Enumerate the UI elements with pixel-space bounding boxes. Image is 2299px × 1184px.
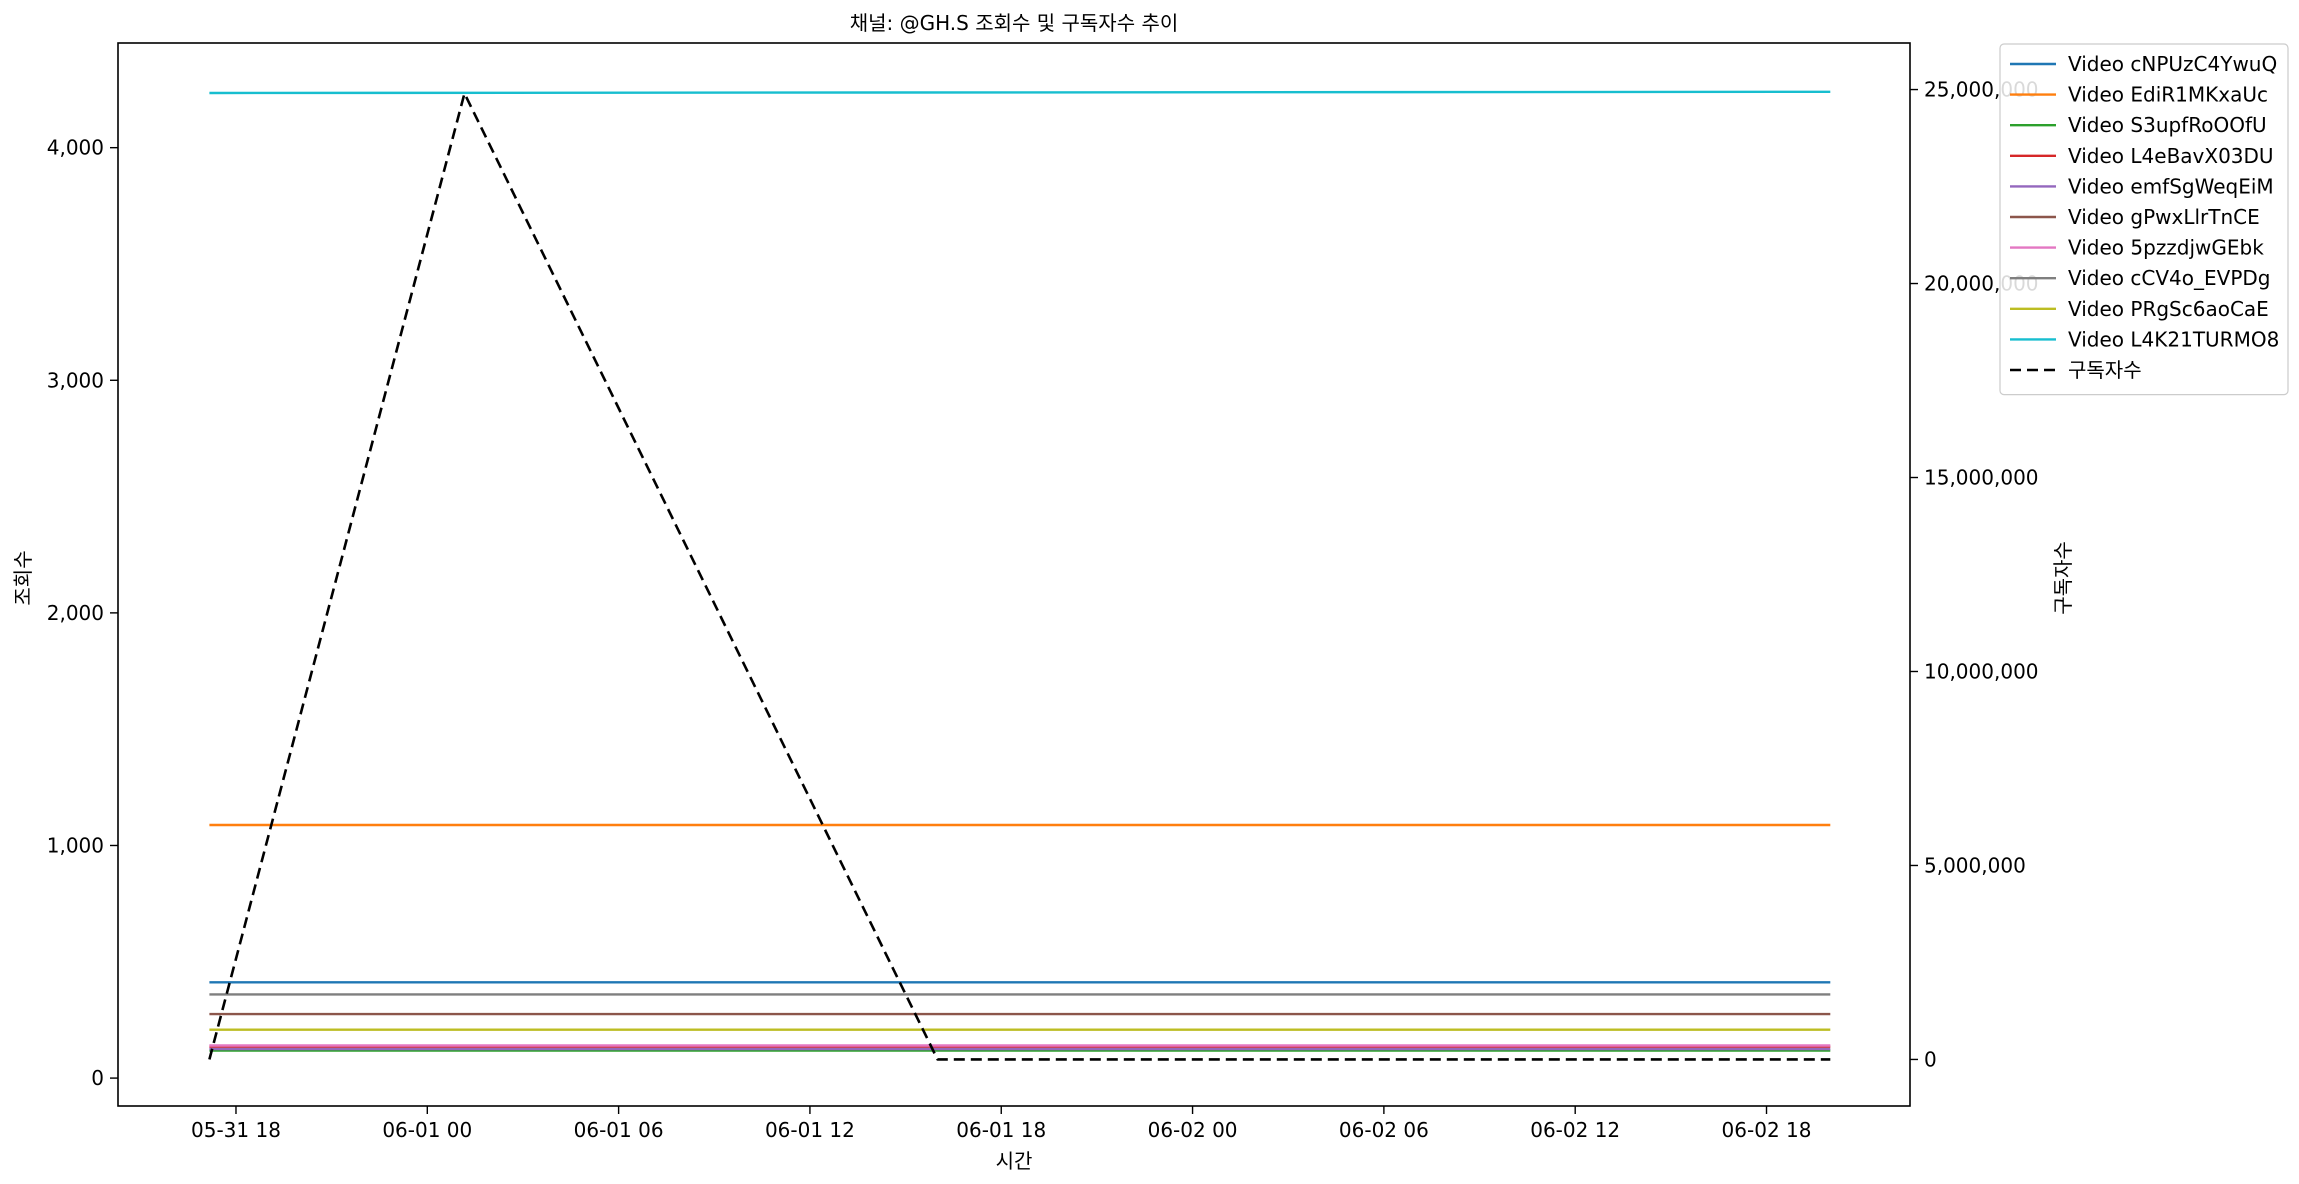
y-tick-label: 2,000 [47,601,104,625]
y-tick-label: 3,000 [47,368,104,392]
x-tick-label: 06-01 00 [382,1118,472,1142]
y2-tick-label: 10,000,000 [1924,659,2039,683]
y-tick-label: 0 [91,1066,104,1090]
x-tick-label: 06-01 06 [574,1118,664,1142]
legend-label: Video cCV4o_EVPDg [2068,266,2270,290]
x-tick-label: 06-01 12 [765,1118,855,1142]
legend-label: Video S3upfRoOOfU [2068,113,2267,137]
x-tick-label: 06-01 18 [956,1118,1046,1142]
legend-label: Video emfSgWeqEiM [2068,174,2274,198]
x-tick-label: 06-02 18 [1722,1118,1812,1142]
series-layer [208,90,1831,1061]
subscriber-line [208,92,1831,1061]
chart-title: 채널: @GH.S 조회수 및 구독자수 추이 [850,11,1179,35]
y-axis: 0 1,000 2,000 3,000 4,000 [47,136,118,1090]
x-tick-label: 06-02 00 [1148,1118,1238,1142]
legend-label: Video 5pzzdjwGEbk [2068,236,2264,260]
y2-tick-label: 5,000,000 [1924,853,2026,877]
plot-frame [117,42,1911,1107]
y-tick-label: 4,000 [47,136,104,160]
x-tick-label: 06-02 06 [1339,1118,1429,1142]
legend-label: Video EdiR1MKxaUc [2068,83,2268,107]
legend-label: Video L4K21TURMO8 [2068,327,2279,351]
legend-box [1999,43,2289,396]
x-axis: 05-31 18 06-01 00 06-01 06 06-01 12 06-01 18… [191,1106,1811,1142]
legend-label: Video gPwxLlrTnCE [2068,205,2260,229]
legend-label: Video L4eBavX03DU [2068,144,2274,168]
x-axis-title: 시간 [996,1149,1033,1173]
series-line [209,90,1831,95]
legend: Video cNPUzC4YwuQ Video EdiR1MKxaUc Video … [1999,43,2289,396]
x-tick-label: 05-31 18 [191,1118,281,1142]
y2-axis-title: 구독자수 [2051,541,2075,615]
y-tick-label: 1,000 [47,833,104,857]
legend-label: Video PRgSc6aoCaE [2068,297,2269,321]
y2-tick-label: 0 [1924,1047,1937,1071]
legend-label: Video cNPUzC4YwuQ [2068,52,2277,76]
y-axis-title: 조회수 [11,550,35,605]
y2-tick-label: 15,000,000 [1924,466,2039,490]
legend-label: 구독자수 [2068,358,2142,382]
x-tick-label: 06-02 12 [1530,1118,1620,1142]
